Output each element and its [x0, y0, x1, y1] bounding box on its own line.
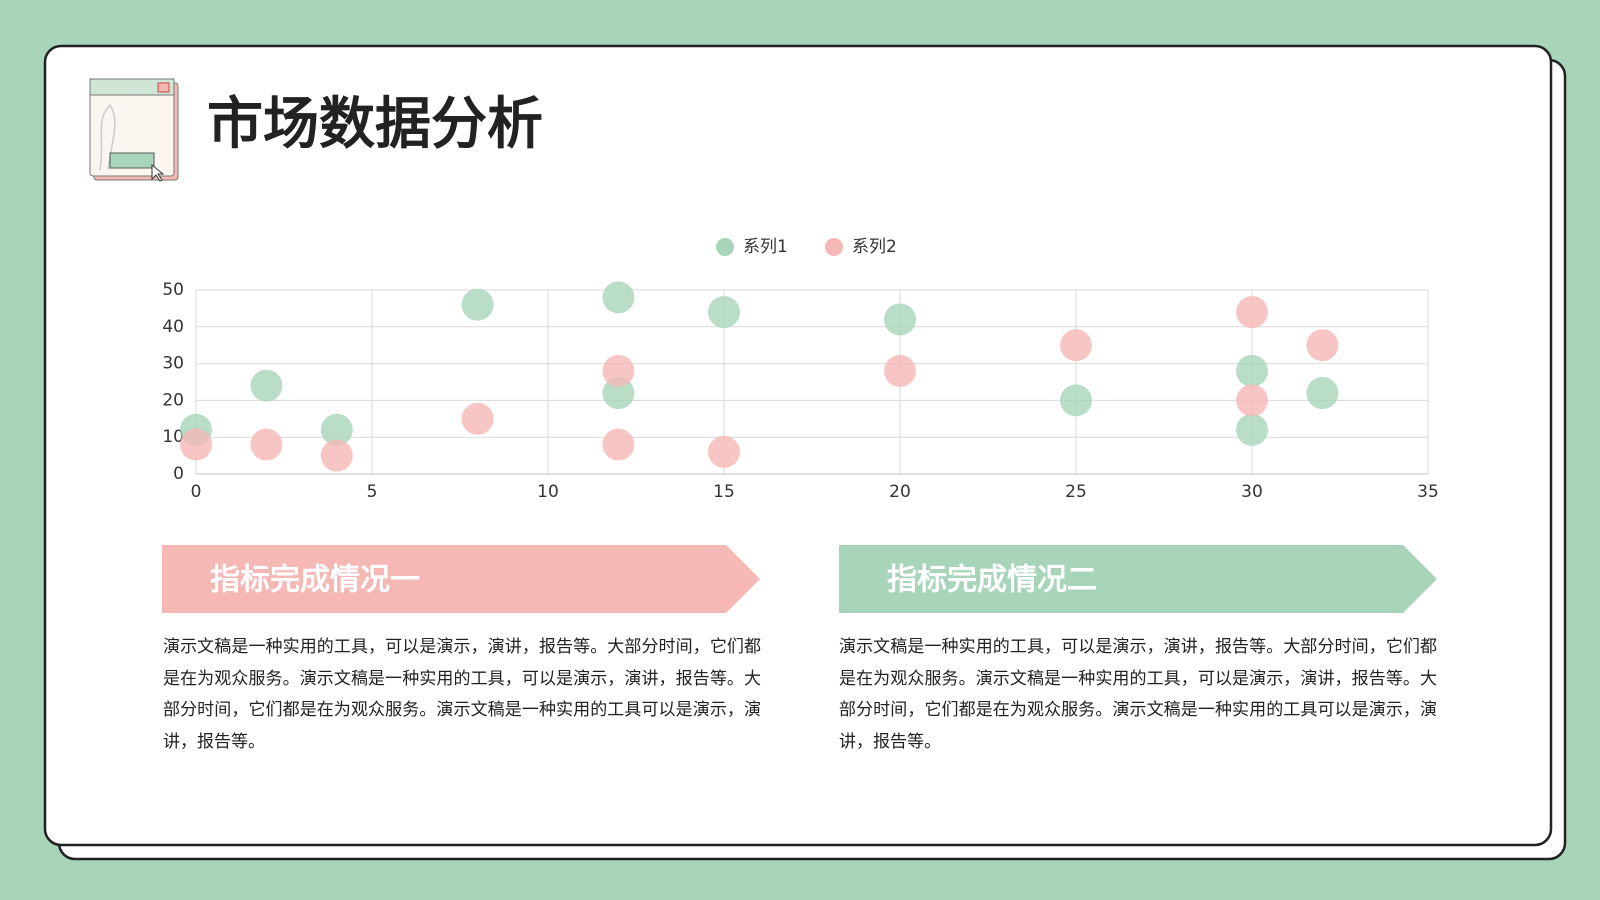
x-tick-label: 5: [367, 482, 378, 502]
point: [1306, 329, 1339, 362]
legend-label: 系列1: [743, 237, 788, 257]
point: [1236, 354, 1268, 387]
x-tick-label: 20: [889, 482, 911, 502]
x-tick-label: 0: [191, 482, 202, 502]
section-body: 演示文稿是一种实用的工具，可以是演示，演讲，报告等。大部分时间，它们都是在为观众…: [839, 637, 1437, 752]
legend-label: 系列2: [852, 237, 897, 257]
point: [602, 377, 635, 410]
x-tick-label: 15: [713, 482, 735, 502]
point: [708, 296, 740, 329]
x-tick-label: 35: [1417, 482, 1439, 502]
point: [602, 428, 635, 461]
point: [1236, 384, 1268, 417]
banners: 指标完成情况一 指标完成情况二: [162, 545, 1437, 613]
section-heading: 指标完成情况二: [887, 563, 1097, 598]
point: [884, 354, 916, 387]
slide-title: 市场数据分析: [207, 92, 543, 157]
point: [320, 439, 353, 472]
point: [1060, 329, 1092, 362]
legend-swatch: [716, 238, 734, 256]
y-tick-label: 30: [162, 354, 184, 374]
point: [250, 428, 283, 461]
point: [461, 288, 494, 321]
chart: 0 10 20 30 40 50 0 5 10 15 20 25 30 35 系列1 系列2: [162, 237, 1438, 502]
y-tick-label: 50: [162, 280, 184, 300]
y-tick-label: 0: [173, 464, 184, 484]
point: [1236, 296, 1268, 329]
point: [884, 303, 916, 336]
section-banner: [839, 545, 1437, 613]
x-tick-label: 30: [1241, 482, 1263, 502]
point: [180, 428, 212, 461]
y-tick-label: 40: [162, 317, 184, 337]
section-body: 演示文稿是一种实用的工具，可以是演示，演讲，报告等。大部分时间，它们都是在为观众…: [163, 637, 761, 752]
y-tick-label: 20: [162, 390, 184, 410]
point: [602, 354, 635, 387]
point: [1060, 384, 1092, 417]
point: [1236, 413, 1268, 446]
point: [320, 413, 353, 446]
card: [43, 44, 1553, 847]
icon: [89, 78, 179, 182]
y-tick-label: 10: [162, 427, 184, 447]
x-tick-label: 10: [537, 482, 559, 502]
point: [708, 435, 740, 468]
x-tick-label: 25: [1065, 482, 1087, 502]
section-heading: 指标完成情况一: [210, 563, 420, 598]
point: [461, 402, 494, 435]
section-banner: [162, 545, 760, 613]
point: [1306, 377, 1339, 410]
legend-swatch: [825, 238, 843, 256]
point: [602, 281, 635, 314]
point: [250, 369, 283, 402]
